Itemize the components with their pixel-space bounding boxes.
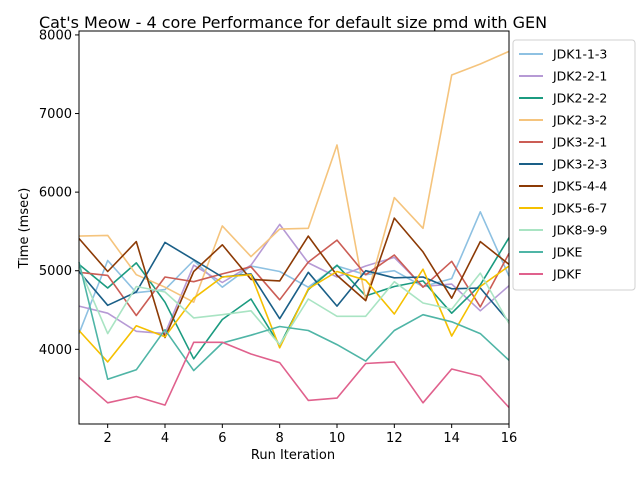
legend: JDK1-1-3 JDK2-2-1 JDK2-2-2 JDK2-3-2 JDK3-2-1… <box>512 39 636 291</box>
x-tick-label: 2 <box>104 431 112 446</box>
series-line-jdk8-9-9 <box>78 266 510 346</box>
legend-label-jdk1-1-3: JDK1-1-3 <box>552 47 607 62</box>
legend-label-jdkf: JDKF <box>552 267 582 282</box>
y-tick-label: 4000 <box>39 343 72 358</box>
legend-label-jdk2-2-2: JDK2-2-2 <box>552 91 607 106</box>
y-axis-ticks: 4000 5000 6000 7000 8000 <box>39 28 79 358</box>
x-axis-ticks: 2 4 6 8 10 12 14 16 <box>104 424 518 446</box>
series-line-jdk3-2-3 <box>78 241 510 323</box>
legend-label-jdk2-2-1: JDK2-2-1 <box>552 69 607 84</box>
series-line-jdke <box>78 261 510 381</box>
legend-label-jdk3-2-1: JDK3-2-1 <box>552 135 607 150</box>
legend-label-jdk5-4-4: JDK5-4-4 <box>552 179 607 194</box>
series-line-jdk5-6-7 <box>78 265 510 363</box>
x-tick-label: 4 <box>161 431 169 446</box>
series-line-jdk2-2-2 <box>78 237 510 360</box>
plot-frame <box>78 30 510 425</box>
x-tick-label: 12 <box>386 431 403 446</box>
plot-lines <box>78 50 510 409</box>
legend-label-jdk3-2-3: JDK3-2-3 <box>552 157 607 172</box>
legend-label-jdk2-3-2: JDK2-3-2 <box>552 113 607 128</box>
series-line-jdk2-3-2 <box>78 50 510 304</box>
y-tick-label: 6000 <box>39 186 72 201</box>
series-line-jdk2-2-1 <box>78 223 510 335</box>
y-tick-label: 5000 <box>39 264 72 279</box>
x-tick-label: 14 <box>443 431 460 446</box>
y-tick-label: 8000 <box>39 28 72 43</box>
series-line-jdkf <box>78 341 510 409</box>
x-axis-label: Run Iteration <box>251 448 335 463</box>
y-axis-label: Time (msec) <box>17 188 32 270</box>
x-tick-label: 6 <box>218 431 226 446</box>
y-tick-label: 7000 <box>39 107 72 122</box>
x-tick-label: 16 <box>501 431 518 446</box>
legend-frame <box>512 39 636 291</box>
legend-label-jdke: JDKE <box>552 245 583 260</box>
x-tick-label: 8 <box>276 431 284 446</box>
legend-label-jdk8-9-9: JDK8-9-9 <box>552 223 607 238</box>
legend-label-jdk5-6-7: JDK5-6-7 <box>552 201 607 216</box>
chart-title: Cat's Meow - 4 core Performance for defa… <box>39 13 547 32</box>
x-tick-label: 10 <box>329 431 346 446</box>
